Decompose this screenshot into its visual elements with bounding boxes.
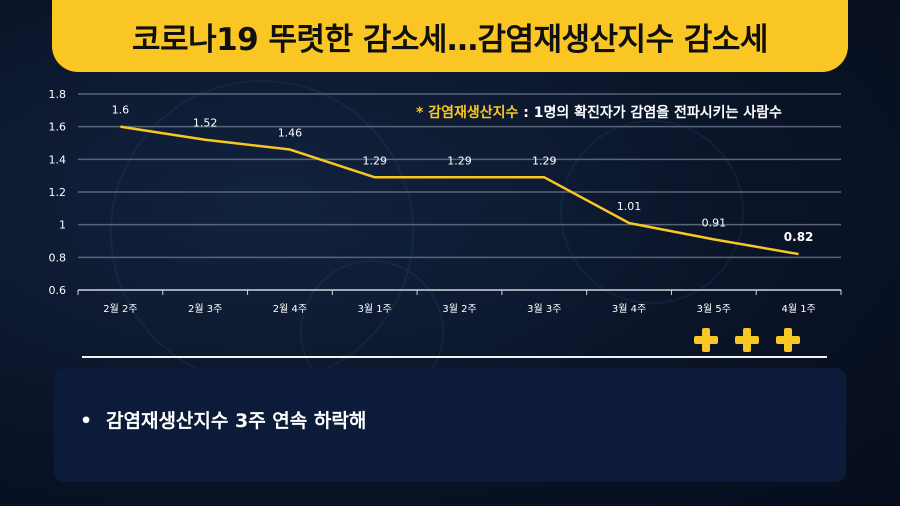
legend-note-key: 감염재생산지수: [428, 105, 519, 121]
plus-icon: [694, 328, 718, 352]
title-banner: 코로나19 뚜렷한 감소세…감염재생산지수 감소세: [52, 0, 848, 72]
x-tick-label: 2월 3주: [188, 303, 222, 315]
data-label: 0.91: [702, 216, 727, 229]
page-title: 코로나19 뚜렷한 감소세…감염재생산지수 감소세: [132, 21, 768, 58]
data-label: 1.29: [447, 154, 472, 167]
data-label: 1.6: [112, 104, 130, 117]
y-tick-label: 1.2: [49, 186, 67, 199]
x-tick-label: 3월 2주: [442, 303, 476, 315]
background-virus-shape: [560, 120, 744, 304]
divider: [82, 356, 827, 358]
summary-box: • 감염재생산지수 3주 연속 하락해: [54, 368, 846, 482]
data-label: 1.52: [193, 117, 218, 130]
y-tick-label: 1.8: [49, 88, 67, 101]
summary-text: 감염재생산지수 3주 연속 하락해: [106, 410, 367, 432]
x-tick-label: 2월 4주: [273, 303, 307, 315]
legend-note-text: 1명의 확진자가 감염을 전파시키는 사람수: [533, 105, 782, 121]
data-label: 1.01: [617, 200, 642, 213]
y-tick-label: 1.6: [49, 121, 67, 134]
x-tick-label: 4월 1주: [781, 303, 815, 315]
plus-icon: [776, 328, 800, 352]
data-label: 0.82: [784, 230, 814, 244]
line-chart: 0.6 0.8 1 1.2 1.4 1.6 1.8 2월 2주 2월 3주 2월 4주 3월 1주 3…: [49, 88, 842, 315]
x-tick-label: 3월 1주: [358, 303, 392, 315]
x-tick-label: 2월 2주: [103, 303, 137, 315]
data-label: 1.46: [278, 127, 303, 140]
plus-icon: [735, 328, 759, 352]
y-tick-label: 1.4: [49, 153, 67, 166]
y-tick-label: 0.8: [49, 251, 67, 264]
y-tick-label: 1: [59, 219, 66, 232]
legend-note-separator: :: [518, 105, 534, 121]
y-tick-label: 0.6: [49, 284, 67, 297]
summary-item: • 감염재생산지수 3주 연속 하락해: [80, 406, 366, 433]
series-line: [120, 125, 799, 256]
data-label: 1.29: [362, 154, 387, 167]
bullet: •: [80, 410, 93, 432]
x-tick-label: 3월 4주: [612, 303, 646, 315]
legend-note-marker: *: [416, 105, 424, 121]
legend-note: * 감염재생산지수 : 1명의 확진자가 감염을 전파시키는 사람수: [416, 102, 782, 122]
x-tick-label: 3월 5주: [697, 303, 731, 315]
x-tick-label: 3월 3주: [527, 303, 561, 315]
plus-marker-row: [694, 328, 800, 352]
data-label: 1.29: [532, 154, 557, 167]
